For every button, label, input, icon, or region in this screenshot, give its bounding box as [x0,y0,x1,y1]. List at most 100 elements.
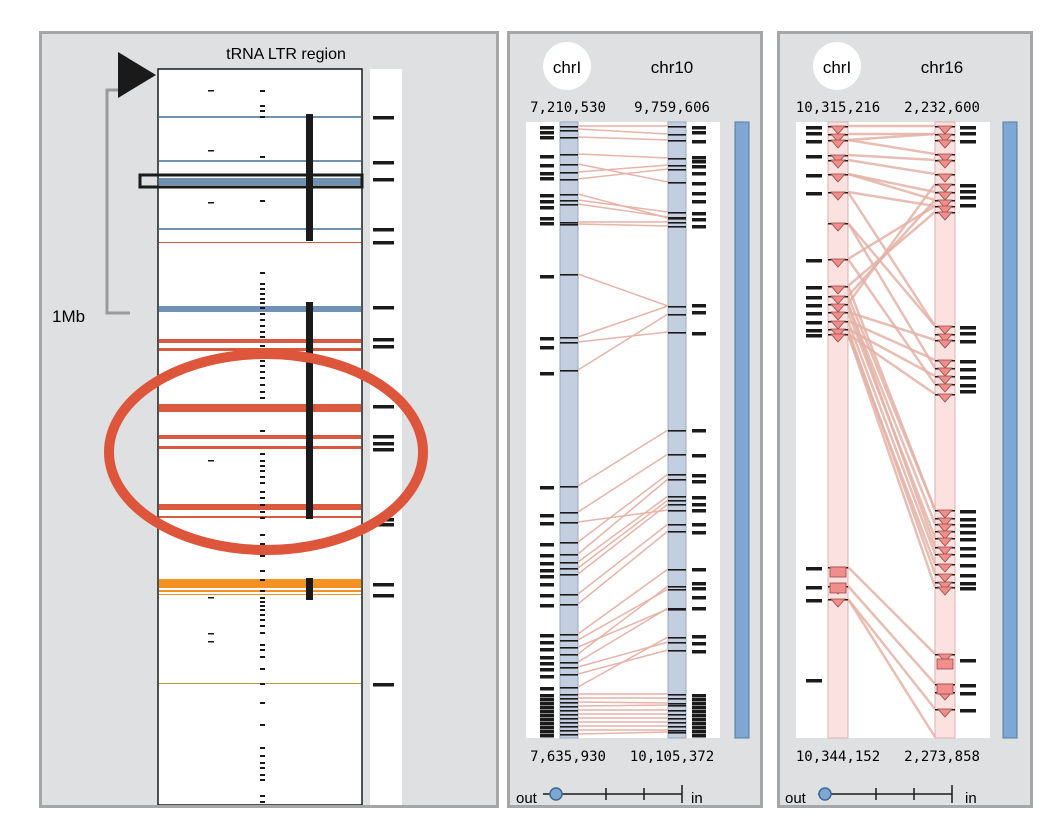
chr-b-top-position: 9,759,606 [634,100,710,116]
highlight-band [159,404,361,412]
annotation-mark [806,155,822,159]
band-gap [159,592,361,594]
feature-marker [937,139,953,149]
feature-marker [830,311,846,321]
highlight-band [159,504,361,510]
feature-tick [208,90,214,92]
synteny-link [847,310,936,342]
scroll-bar[interactable] [734,121,750,739]
track-tick [560,662,578,664]
feature-tick [260,683,265,685]
chr-b-label[interactable]: chr16 [921,58,964,77]
track-tick [668,314,686,316]
synteny-panel-chr16: chrI chr16 10,315,216 2,232,600 10,344,1… [777,31,1033,808]
annotation-mark [540,543,554,547]
annotation-mark [960,524,976,528]
feature-tick [260,555,265,557]
annotation-mark [692,650,706,654]
synteny-link [577,585,669,655]
zoom-out-label[interactable]: out [516,790,538,807]
zoom-in-label[interactable]: in [691,790,703,807]
synteny-link [577,608,669,648]
track-tick [560,702,578,704]
feature-tick [260,313,265,315]
annotation-mark [373,594,394,598]
track-tick [560,562,578,564]
feature-tick [260,774,265,776]
synteny-link [847,598,936,710]
annotation-mark [540,155,554,159]
feature-tick [260,614,265,616]
track-tick [668,165,686,167]
annotation-mark [692,212,706,216]
feature-tick [260,331,265,333]
track-tick [560,706,578,708]
annotation-mark [960,518,976,522]
annotation-mark [960,326,976,330]
annotation-mark [692,192,706,196]
feature-marker [937,523,953,533]
track-tick [668,609,686,611]
zoom-slider-handle[interactable] [549,787,563,801]
annotation-mark [960,204,976,208]
feature-tick [260,283,265,285]
feature-tick [260,430,265,432]
feature-tick [260,288,265,290]
track-tick [560,722,578,724]
track-tick [668,718,686,720]
annotation-mark [540,730,554,734]
feature-tick [260,391,265,393]
annotation-mark [692,172,706,176]
annotation-mark [960,574,976,578]
synteny-link [847,172,936,202]
synteny-link [577,473,669,543]
feature-tick [260,497,265,499]
chr-b-top-position: 2,232,600 [904,100,980,116]
annotation-mark [692,596,706,600]
play-arrow-icon[interactable] [118,52,156,98]
feature-tick [260,795,265,797]
annotation-mark [540,126,554,130]
feature-tick [260,625,265,627]
annotation-mark [373,116,394,120]
scroll-bar[interactable] [1002,121,1018,739]
highlight-band [159,160,361,162]
feature-tick [260,470,265,472]
synteny-link [577,478,669,555]
feature-tick [208,150,214,152]
annotation-mark [806,567,822,571]
chr-a-badge[interactable] [813,42,861,90]
feature-marker [830,598,846,608]
selected-band-outline[interactable] [138,173,364,189]
annotation-mark [806,586,822,590]
track-tick [560,126,578,128]
chr-b-bottom-position: 10,105,372 [630,749,714,765]
track-tick [560,154,578,156]
annotation-mark [540,522,554,526]
chr-b-label[interactable]: chr10 [651,58,694,77]
annotation-mark [960,531,976,535]
zoom-slider-handle[interactable] [818,787,832,801]
zoom-in-label[interactable]: in [965,790,977,807]
track-tick [668,217,686,219]
annotation-mark [806,312,822,316]
highlight-band [159,446,361,449]
annotation-mark [540,562,554,566]
track-tick [668,722,686,724]
zoom-out-label[interactable]: out [785,790,807,807]
annotation-mark [373,405,394,409]
feature-tick [260,465,265,467]
synteny-panel-chr10: chrI chr10 7,210,530 9,759,606 7,635,930… [507,31,763,808]
track-tick [560,137,578,139]
feature-tick [260,517,265,519]
chr-a-badge[interactable] [543,42,591,90]
track-tick [560,370,578,372]
annotation-mark [373,338,394,342]
annotation-mark [960,384,976,388]
synteny-link [577,153,669,159]
scale-label: 1Mb [52,307,85,326]
region-header: tRNA LTR region [226,46,346,63]
feature-marker [937,339,953,349]
annotation-mark [373,683,394,687]
feature-tick [260,371,265,373]
